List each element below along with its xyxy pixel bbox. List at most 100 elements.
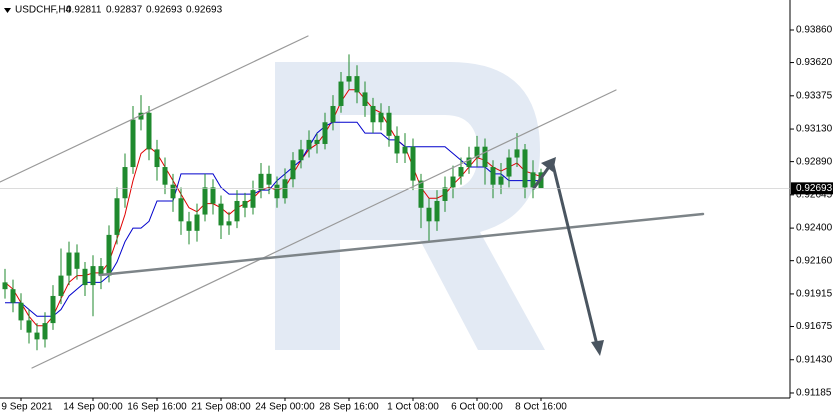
candle-body: [466, 157, 472, 168]
candle: [250, 180, 256, 215]
candle-body: [418, 180, 424, 208]
y-tick-label: 0.93375: [796, 90, 833, 101]
current-price: 0.92693: [796, 183, 833, 194]
candle: [522, 143, 528, 199]
plot-area: [2, 54, 544, 351]
candle-body: [386, 112, 392, 136]
candle: [130, 105, 136, 174]
candle: [186, 211, 192, 245]
candle: [202, 173, 208, 222]
candle: [410, 138, 416, 191]
y-tick-label: 0.91675: [796, 321, 833, 332]
candle-body: [82, 268, 88, 286]
candle-body: [498, 176, 504, 185]
candle: [114, 187, 120, 245]
candle: [434, 190, 440, 231]
candle: [426, 198, 432, 242]
x-tick-label: 21 Sep 08:00: [191, 402, 251, 413]
candle-body: [426, 207, 432, 222]
candle-body: [474, 146, 480, 158]
candle: [386, 105, 392, 147]
candle-body: [178, 198, 184, 222]
candle: [458, 157, 464, 185]
candle-body: [338, 81, 344, 106]
candle: [74, 244, 80, 280]
candle: [354, 65, 360, 104]
candle-body: [290, 160, 296, 180]
candle-body: [242, 200, 248, 208]
arrow-head: [591, 340, 604, 356]
candle-body: [266, 173, 272, 185]
y-tick-label: 0.92160: [796, 255, 833, 266]
candle: [290, 152, 296, 188]
candle-body: [370, 105, 376, 123]
candle: [66, 241, 72, 286]
candle-body: [170, 184, 176, 199]
candle: [18, 293, 24, 330]
candle-body: [202, 187, 208, 215]
x-tick-label: 8 Oct 16:00: [515, 402, 567, 413]
candle-body: [18, 302, 24, 321]
candle-body: [522, 149, 528, 188]
candle: [154, 139, 160, 181]
y-tick-label: 0.93620: [796, 57, 833, 68]
candle: [330, 95, 336, 131]
x-tick-label: 1 Oct 08:00: [387, 402, 439, 413]
candle: [362, 81, 368, 117]
candle: [530, 160, 536, 199]
candle-body: [530, 172, 536, 188]
candle-body: [506, 157, 512, 177]
candle-body: [234, 200, 240, 222]
candle: [490, 160, 496, 199]
header: USDCHF,H4 0.92811 0.92837 0.92693 0.9269…: [4, 5, 223, 16]
candle: [10, 279, 16, 313]
open-value: 0.92811: [66, 5, 102, 16]
candle-body: [250, 190, 256, 208]
candle-body: [66, 252, 72, 276]
candle: [34, 323, 40, 351]
candle: [42, 312, 48, 348]
y-tick-label: 0.93130: [796, 124, 833, 135]
close-value: 0.92693: [186, 5, 223, 16]
candle: [314, 133, 320, 154]
arrow-head: [541, 157, 556, 172]
high-value: 0.92837: [106, 5, 143, 16]
candle-body: [482, 146, 488, 168]
price-tag: [791, 182, 833, 195]
candle-body: [146, 112, 152, 150]
x-tick-label: 9 Sep 2021: [1, 402, 53, 413]
candle-body: [378, 112, 384, 123]
logo: [275, 62, 545, 350]
candle: [498, 162, 504, 195]
candle-body: [106, 234, 112, 276]
candle-body: [130, 119, 136, 168]
candle-body: [50, 295, 56, 324]
candle-body: [218, 203, 224, 226]
x-tick-label: 6 Oct 00:00: [451, 402, 503, 413]
y-tick-label: 0.92400: [796, 223, 833, 234]
candle-body: [186, 221, 192, 231]
y-tick-label: 0.91430: [796, 354, 833, 365]
candle-body: [226, 221, 232, 226]
candle: [282, 168, 288, 204]
low-value: 0.92693: [146, 5, 183, 16]
candle-body: [154, 149, 160, 168]
candle: [370, 97, 376, 134]
candle-body: [330, 105, 336, 123]
y-tick-label: 0.91185: [796, 388, 832, 399]
candle-body: [346, 76, 352, 82]
x-tick-label: 14 Sep 00:00: [63, 402, 123, 413]
candle: [338, 72, 344, 113]
candle-body: [58, 275, 64, 296]
y-tick-label: 0.93860: [796, 25, 833, 36]
candle-body: [210, 187, 216, 204]
candle-body: [138, 112, 144, 120]
candle-body: [450, 176, 456, 188]
candle-body: [282, 179, 288, 199]
candle: [50, 285, 56, 330]
candle-body: [442, 187, 448, 201]
y-tick-label: 0.92890: [796, 156, 833, 167]
candle-body: [514, 149, 520, 158]
candle: [474, 135, 480, 168]
candle: [482, 138, 488, 185]
